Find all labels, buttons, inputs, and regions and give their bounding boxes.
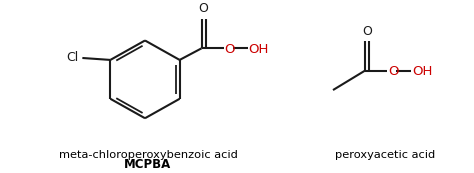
Text: OH: OH [412, 65, 432, 78]
Text: O: O [362, 25, 372, 38]
Text: O: O [199, 2, 209, 15]
Text: OH: OH [249, 43, 269, 56]
Text: MCPBA: MCPBA [124, 158, 172, 171]
Text: O: O [388, 65, 399, 78]
Text: O: O [225, 43, 235, 56]
Text: Cl: Cl [66, 52, 78, 65]
Text: peroxyacetic acid: peroxyacetic acid [335, 150, 435, 160]
Text: meta-chloroperoxybenzoic acid: meta-chloroperoxybenzoic acid [59, 150, 237, 160]
